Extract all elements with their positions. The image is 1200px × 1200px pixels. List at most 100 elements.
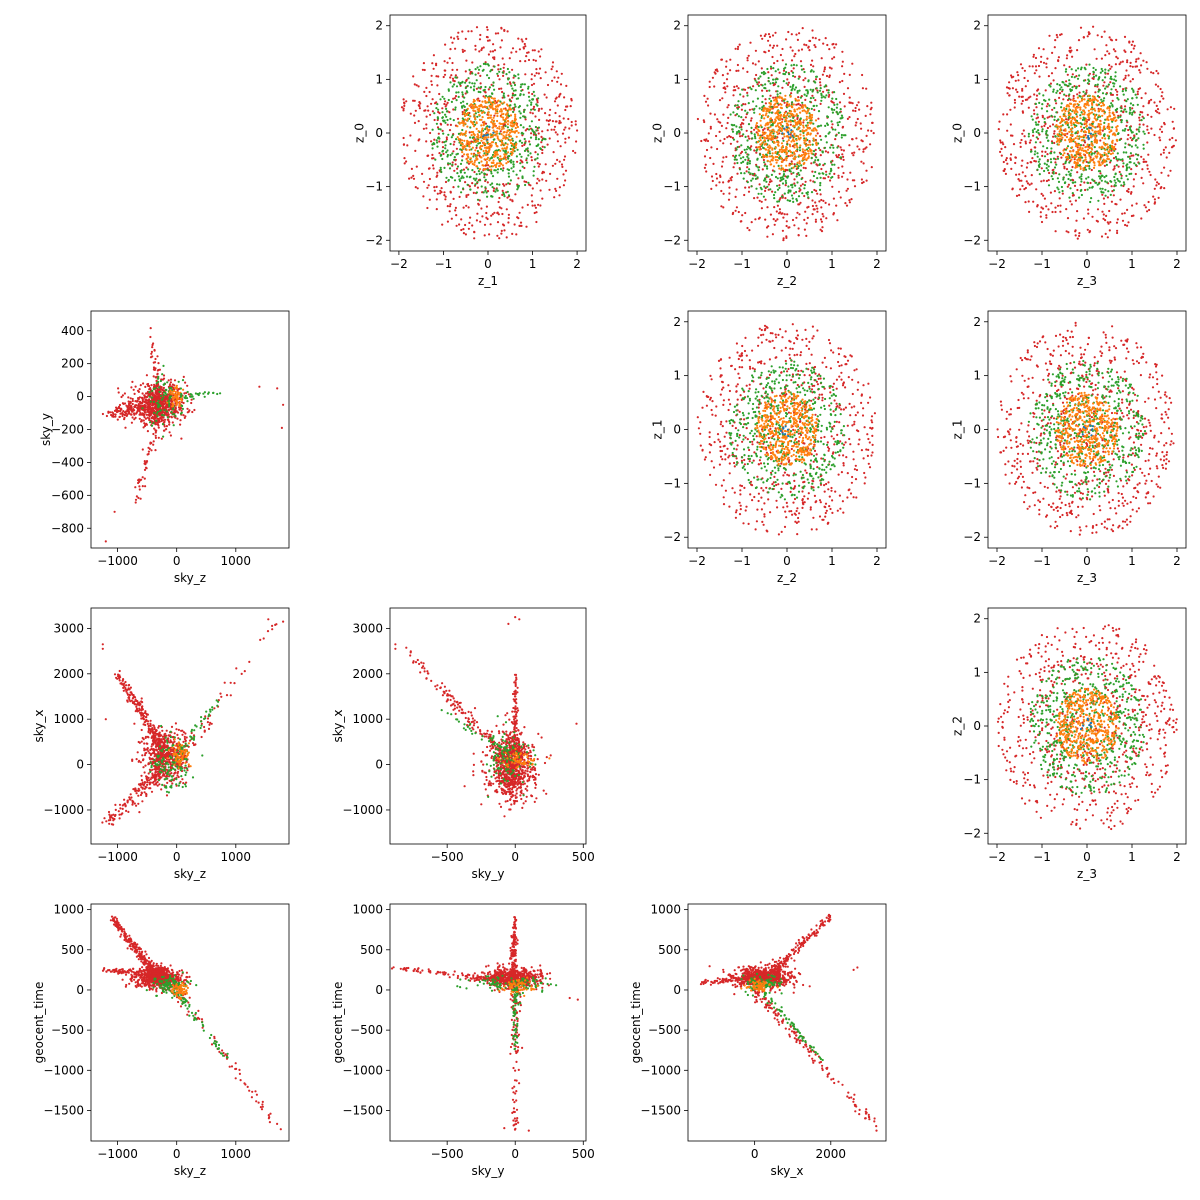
- scatter-point: [461, 81, 464, 84]
- scatter-point: [563, 96, 566, 99]
- scatter-point: [540, 48, 543, 51]
- scatter-point: [792, 200, 795, 203]
- scatter-point: [766, 159, 769, 162]
- scatter-point: [799, 104, 802, 107]
- scatter-point: [1106, 143, 1109, 146]
- scatter-point: [1078, 232, 1081, 235]
- scatter-point: [510, 150, 513, 154]
- scatter-point: [1142, 117, 1145, 120]
- scatter-point: [748, 229, 751, 232]
- scatter-point: [738, 43, 741, 46]
- scatter-point: [477, 170, 480, 173]
- scatter-point: [1098, 76, 1101, 79]
- scatter-point: [1122, 78, 1125, 81]
- scatter-point: [723, 137, 726, 141]
- scatter-point: [475, 87, 478, 90]
- scatter-point: [449, 154, 452, 157]
- scatter-point: [1119, 85, 1122, 88]
- scatter-point: [755, 146, 758, 149]
- scatter-point: [1093, 164, 1096, 167]
- scatter-point: [550, 128, 553, 131]
- scatter-point: [1032, 55, 1035, 58]
- scatter-point: [523, 137, 526, 141]
- scatter-point: [556, 177, 559, 180]
- scatter-point: [758, 199, 761, 202]
- scatter-point: [496, 168, 500, 171]
- scatter-point: [475, 177, 478, 180]
- scatter-point: [735, 113, 739, 116]
- scatter-point: [469, 86, 472, 89]
- scatter-point: [1036, 113, 1039, 116]
- scatter-point: [1000, 147, 1003, 150]
- scatter-point: [1160, 125, 1163, 128]
- scatter-point: [1042, 48, 1045, 51]
- scatter-point: [1102, 134, 1106, 137]
- scatter-point: [489, 223, 492, 226]
- scatter-point: [541, 197, 544, 200]
- scatter-point: [742, 103, 745, 106]
- scatter-point: [1065, 118, 1068, 121]
- scatter-point: [1107, 83, 1110, 86]
- scatter-point: [1155, 184, 1158, 187]
- scatter-point: [1041, 128, 1044, 131]
- scatter-point: [865, 169, 868, 172]
- scatter-point: [1096, 83, 1099, 86]
- scatter-point: [537, 97, 540, 100]
- scatter-point: [1033, 112, 1036, 115]
- scatter-point: [479, 91, 482, 94]
- scatter-point: [1048, 98, 1051, 101]
- scatter-point: [1138, 162, 1141, 165]
- scatter-point: [803, 93, 806, 96]
- scatter-point: [1113, 175, 1116, 179]
- scatter-point: [415, 165, 418, 168]
- scatter-point: [451, 61, 454, 65]
- scatter-point: [799, 117, 802, 120]
- scatter-point: [1045, 136, 1048, 139]
- scatter-point: [488, 233, 491, 236]
- scatter-point: [1114, 134, 1117, 137]
- scatter-point: [747, 153, 750, 156]
- scatter-point: [840, 148, 843, 151]
- scatter-point: [514, 89, 517, 92]
- scatter-point: [824, 37, 827, 40]
- scatter-point: [781, 86, 784, 89]
- scatter-point: [793, 55, 796, 58]
- scatter-point: [1071, 86, 1074, 89]
- scatter-point: [1068, 161, 1071, 164]
- scatter-point: [792, 63, 796, 66]
- scatter-point: [441, 223, 444, 226]
- scatter-point: [1116, 231, 1119, 235]
- scatter-point: [778, 122, 782, 125]
- scatter-point: [430, 102, 433, 105]
- scatter-point: [471, 82, 474, 85]
- scatter-point: [760, 116, 763, 119]
- scatter-point: [1129, 161, 1132, 164]
- scatter-point: [1024, 140, 1027, 143]
- scatter-point: [782, 69, 786, 72]
- scatter-point: [785, 153, 788, 156]
- scatter-point: [1083, 181, 1086, 184]
- scatter-point: [746, 166, 749, 169]
- scatter-point: [1084, 150, 1088, 153]
- scatter-point: [806, 216, 809, 219]
- scatter-point: [1088, 146, 1091, 150]
- scatter-point: [489, 114, 493, 117]
- scatter-point: [1090, 197, 1093, 200]
- scatter-point: [826, 43, 829, 47]
- scatter-point: [466, 125, 469, 128]
- scatter-point: [446, 123, 449, 126]
- scatter-point: [827, 95, 830, 98]
- scatter-point: [1123, 49, 1126, 52]
- scatter-point: [1045, 62, 1048, 65]
- scatter-point: [790, 110, 793, 113]
- scatter-point: [454, 163, 457, 166]
- scatter-point: [803, 129, 806, 133]
- scatter-point: [744, 103, 747, 106]
- scatter-point: [438, 112, 441, 115]
- scatter-point: [799, 60, 803, 63]
- scatter-point: [531, 128, 534, 131]
- scatter-point: [1041, 150, 1044, 153]
- scatter-point: [472, 141, 475, 144]
- scatter-point: [484, 136, 487, 139]
- scatter-point: [1069, 150, 1072, 153]
